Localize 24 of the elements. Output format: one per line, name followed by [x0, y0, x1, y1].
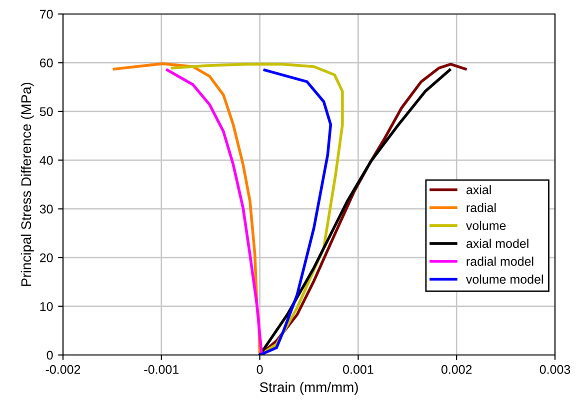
y-axis-title: Principal Stress Difference (MPa) [20, 82, 34, 286]
y-tick-label: 20 [40, 253, 53, 262]
x-tick-label: -0.002 [46, 365, 80, 374]
x-tick-label: 0.001 [343, 365, 374, 374]
y-tick-label: 50 [40, 107, 53, 116]
legend-label: axial [466, 185, 491, 194]
y-tick-label: 70 [40, 10, 53, 19]
legend-label: axial model [466, 238, 528, 248]
legend-label: radial model [466, 256, 534, 266]
y-tick-label: 40 [40, 156, 53, 165]
x-tick-label: 0 [256, 365, 263, 374]
x-axis-title: Strain (mm/mm) [260, 382, 358, 395]
x-tick-label: -0.001 [144, 365, 179, 374]
y-tick-label: 0 [46, 350, 53, 360]
x-tick-label: 0.003 [540, 365, 570, 374]
line-series [258, 68, 332, 355]
y-tick-label: 30 [40, 204, 53, 214]
x-tick-label: 0.002 [441, 365, 472, 374]
legend-label: volume model [466, 274, 543, 284]
y-tick-label: 60 [40, 58, 53, 68]
y-tick-label: 10 [40, 302, 53, 311]
legend-label: volume [466, 220, 506, 230]
line-series [166, 68, 264, 355]
legend-label: radial [466, 202, 496, 212]
